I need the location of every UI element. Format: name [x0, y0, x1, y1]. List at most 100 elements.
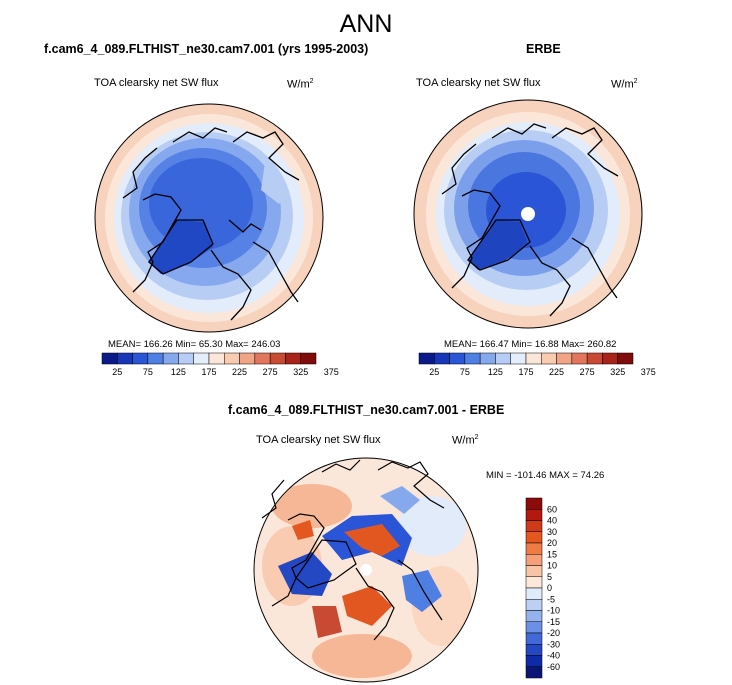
model-colorbar-swatch — [239, 352, 256, 365]
obs-map-border — [413, 99, 643, 329]
figure-title: ANN — [339, 10, 393, 38]
obs-colorbar-swatch — [556, 352, 573, 365]
model-colorbar-swatch — [162, 352, 179, 365]
obs-colorbar: 25 75 125 175 225 275 325 375 — [418, 352, 656, 377]
model-colorbar-tick-label: 25 — [112, 367, 122, 377]
diff-colorbar-tick-label: 60 — [547, 504, 557, 514]
model-colorbar-swatch — [193, 352, 210, 365]
model-colorbar-tick-label: 275 — [263, 367, 278, 377]
obs-colorbar-swatch — [510, 352, 527, 365]
model-colorbar-swatch — [285, 352, 301, 365]
obs-colorbar-tick-label: 325 — [610, 367, 625, 377]
obs-colorbar-swatch — [418, 352, 435, 365]
model-colorbar: 25 75 125 175 225 275 325 375 — [101, 352, 339, 377]
model-polar-map — [94, 103, 324, 333]
obs-colorbar-tick-label: 375 — [641, 367, 656, 377]
diff-panel-title: f.cam6_4_089.FLTHIST_ne30.cam7.001 - ERB… — [228, 403, 505, 417]
obs-colorbar-swatch — [479, 352, 496, 365]
model-variable-label: TOA clearsky net SW flux — [94, 77, 219, 89]
model-colorbar-swatch — [224, 352, 240, 365]
model-colorbar-tick-label: 175 — [201, 367, 216, 377]
obs-colorbar-tick-label: 275 — [580, 367, 595, 377]
obs-colorbar-tick-label: 125 — [488, 367, 503, 377]
model-colorbar-swatch — [117, 352, 133, 365]
obs-colorbar-swatch — [602, 352, 618, 365]
model-map-border — [94, 103, 324, 333]
diff-colorbar-swatch — [525, 509, 543, 521]
model-colorbar-swatch — [101, 352, 118, 365]
diff-colorbar-tick-label: 40 — [547, 516, 557, 526]
diff-colorbar-tick-label: 0 — [547, 583, 552, 593]
diff-colorbar-swatch — [525, 632, 543, 645]
model-colorbar-swatch — [300, 352, 317, 365]
model-colorbar-swatch — [269, 352, 286, 365]
obs-colorbar-swatch — [434, 352, 450, 365]
obs-stats: MEAN= 166.47 Min= 16.88 Max= 260.82 — [444, 339, 617, 350]
diff-polar-map — [253, 457, 479, 683]
diff-colorbar-tick-label: 10 — [547, 561, 557, 571]
diff-colorbar-tick-label: -20 — [547, 628, 560, 638]
obs-variable-label: TOA clearsky net SW flux — [416, 77, 541, 89]
obs-colorbar-swatch — [617, 352, 634, 365]
model-colorbar-tick-label: 375 — [324, 367, 339, 377]
obs-colorbar-tick-label: 25 — [429, 367, 439, 377]
obs-colorbar-tick-label: 75 — [460, 367, 470, 377]
model-colorbar-tick-label: 75 — [143, 367, 153, 377]
obs-polar-map — [413, 99, 643, 329]
diff-units: W/m2 — [452, 434, 479, 447]
model-colorbar-tick-label: 325 — [293, 367, 308, 377]
diff-colorbar-swatch — [525, 542, 543, 555]
diff-colorbar-swatch — [525, 644, 543, 656]
diff-colorbar-swatch — [525, 666, 543, 679]
diff-colorbar-swatch — [525, 587, 543, 600]
model-panel-title: f.cam6_4_089.FLTHIST_ne30.cam7.001 (yrs … — [44, 42, 369, 56]
diff-colorbar-tick-label: 20 — [547, 538, 557, 548]
obs-colorbar-swatch — [495, 352, 511, 365]
diff-colorbar-tick-label: -15 — [547, 617, 560, 627]
model-colorbar-swatch — [132, 352, 149, 365]
diff-stats: MIN = -101.46 MAX = 74.26 — [486, 470, 605, 481]
diff-colorbar-tick-label: -30 — [547, 639, 560, 649]
model-colorbar-swatch — [208, 352, 225, 365]
obs-panel-title: ERBE — [526, 42, 561, 56]
diff-variable-label: TOA clearsky net SW flux — [256, 434, 381, 446]
diff-colorbar-tick-label: 15 — [547, 549, 557, 559]
diff-map-border — [253, 457, 479, 683]
model-units: W/m2 — [287, 78, 314, 91]
diff-colorbar-tick-label: -40 — [547, 651, 560, 661]
model-colorbar-swatch — [147, 352, 164, 365]
obs-colorbar-tick-label: 225 — [549, 367, 564, 377]
model-stats: MEAN= 166.26 Min= 65.30 Max= 246.03 — [108, 339, 281, 350]
obs-units: W/m2 — [611, 78, 638, 91]
diff-colorbar-swatch — [525, 576, 543, 589]
diff-colorbar-swatch — [525, 599, 543, 611]
obs-colorbar-swatch — [586, 352, 603, 365]
model-colorbar-swatch — [178, 352, 194, 365]
obs-colorbar-swatch — [464, 352, 481, 365]
obs-pole-marker — [521, 207, 535, 221]
diff-colorbar-swatch — [525, 621, 543, 634]
model-coastlines — [122, 127, 300, 321]
diff-colorbar-swatch — [525, 520, 543, 532]
model-colorbar-tick-label: 225 — [232, 367, 247, 377]
diff-colorbar-tick-label: -10 — [547, 606, 560, 616]
diff-pole-marker — [360, 564, 372, 576]
diff-colorbar-swatch — [525, 497, 543, 510]
obs-colorbar-swatch — [541, 352, 557, 365]
obs-colorbar-tick-label: 175 — [518, 367, 533, 377]
model-colorbar-swatch — [254, 352, 271, 365]
diff-colorbar-tick-label: -60 — [547, 662, 560, 672]
obs-colorbar-swatch — [449, 352, 466, 365]
diff-colorbar-tick-label: 30 — [547, 527, 557, 537]
obs-colorbar-swatch — [571, 352, 588, 365]
diff-colorbar-tick-label: -5 — [547, 594, 555, 604]
diff-colorbar-swatch — [525, 531, 543, 544]
diff-colorbar-swatch — [525, 565, 543, 577]
diff-colorbar-tick-label: 5 — [547, 572, 552, 582]
diff-coastlines — [261, 459, 445, 641]
model-colorbar-tick-label: 125 — [171, 367, 186, 377]
diff-colorbar-swatch — [525, 610, 543, 622]
obs-colorbar-swatch — [525, 352, 542, 365]
diff-colorbar-swatch — [525, 554, 543, 566]
